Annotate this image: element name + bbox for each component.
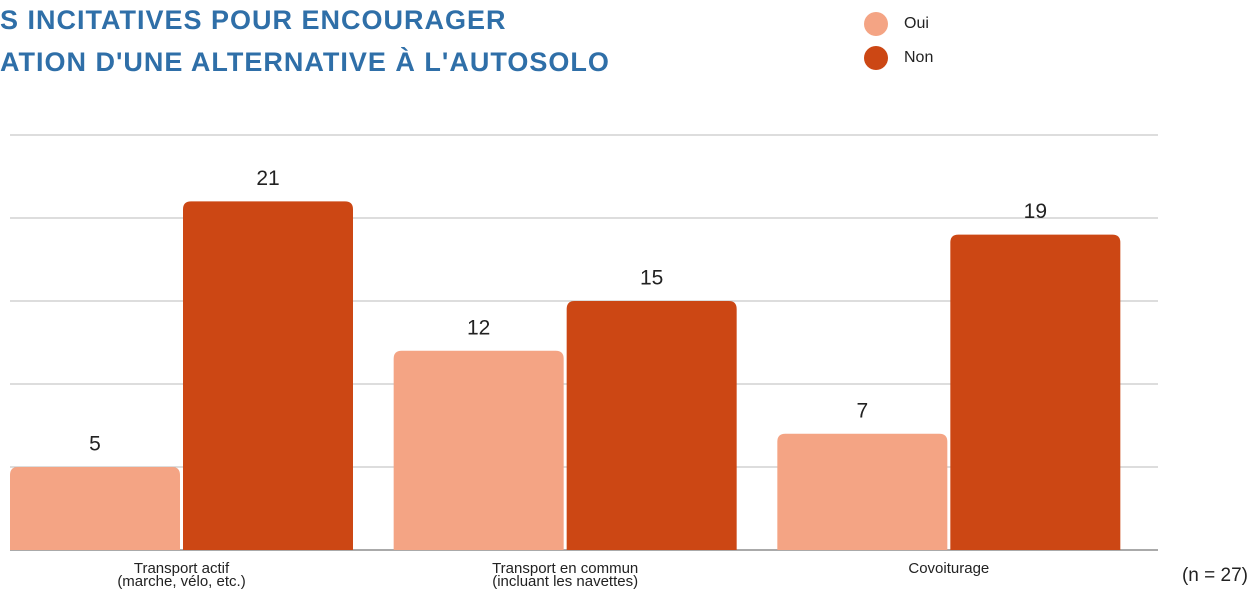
chart-title: S INCITATIVES POUR ENCOURAGER: [0, 5, 507, 35]
x-tick-label: Covoiturage: [908, 560, 989, 577]
legend-swatch: [864, 46, 888, 70]
x-tick-label: Transport actif: [134, 560, 230, 577]
x-tick-label: (incluant les navettes): [492, 573, 638, 590]
data-label: 12: [467, 316, 490, 339]
bar: [393, 350, 564, 550]
bar: [566, 301, 737, 550]
legend-label: Oui: [904, 15, 929, 32]
x-tick-label: Transport en commun: [492, 560, 638, 577]
data-label: 5: [89, 433, 101, 456]
chart-title: ATION D'UNE ALTERNATIVE À L'AUTOSOLO: [0, 46, 610, 77]
sample-note: (n = 27): [1182, 565, 1248, 586]
legend-label: Non: [904, 49, 933, 66]
data-label: 21: [256, 167, 279, 190]
x-tick-label: (marche, vélo, etc.): [117, 573, 245, 590]
bar: [777, 433, 948, 550]
data-label: 19: [1024, 200, 1047, 223]
bar: [950, 234, 1121, 550]
bar: [183, 201, 353, 550]
data-label: 7: [856, 399, 868, 422]
data-label: 15: [640, 267, 663, 290]
legend-swatch: [864, 12, 888, 36]
bar: [10, 467, 180, 550]
